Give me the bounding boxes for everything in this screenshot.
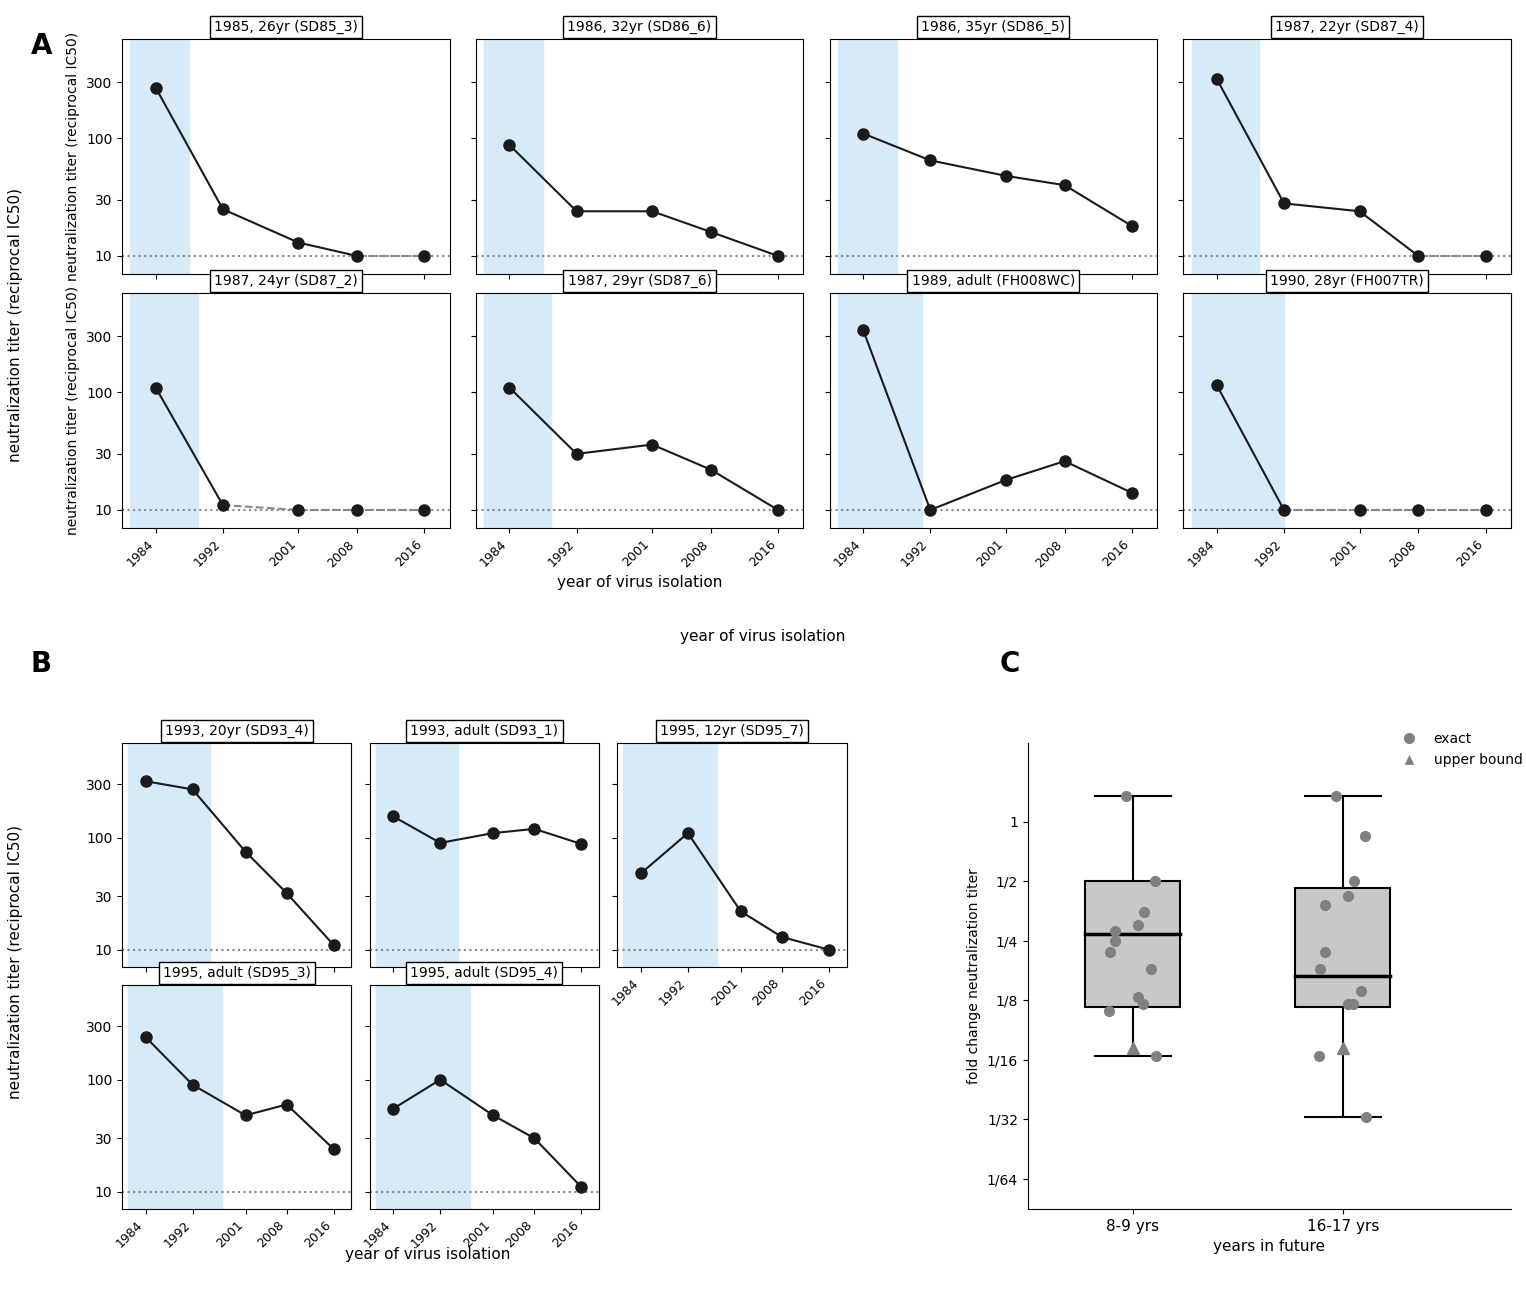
- Title: 1990, 28yr (FH007TR): 1990, 28yr (FH007TR): [1270, 274, 1424, 287]
- Title: 1989, adult (FH008WC): 1989, adult (FH008WC): [911, 274, 1074, 287]
- Title: 1995, 12yr (SD95_7): 1995, 12yr (SD95_7): [661, 724, 804, 738]
- Bar: [375, 985, 470, 1209]
- Bar: [375, 744, 458, 967]
- Text: neutralization titer (reciprocal IC50): neutralization titer (reciprocal IC50): [8, 188, 23, 462]
- Bar: [1192, 39, 1259, 274]
- Text: year of virus isolation: year of virus isolation: [681, 629, 845, 645]
- Bar: [484, 292, 551, 528]
- Bar: [128, 985, 221, 1209]
- Title: 1993, adult (SD93_1): 1993, adult (SD93_1): [410, 724, 559, 738]
- X-axis label: year of virus isolation: year of virus isolation: [557, 575, 722, 590]
- Title: 1993, 20yr (SD93_4): 1993, 20yr (SD93_4): [165, 724, 308, 738]
- Bar: [838, 292, 922, 528]
- Title: 1987, 29yr (SD87_6): 1987, 29yr (SD87_6): [568, 274, 711, 287]
- FancyBboxPatch shape: [1296, 888, 1390, 1008]
- Bar: [128, 744, 211, 967]
- Text: neutralization titer (reciprocal IC50): neutralization titer (reciprocal IC50): [8, 826, 23, 1098]
- Text: year of virus isolation: year of virus isolation: [345, 1247, 510, 1262]
- Legend: exact, upper bound: exact, upper bound: [1389, 727, 1526, 772]
- FancyBboxPatch shape: [1085, 881, 1180, 1008]
- Text: B: B: [31, 650, 52, 679]
- Title: 1987, 22yr (SD87_4): 1987, 22yr (SD87_4): [1276, 20, 1419, 34]
- Bar: [484, 39, 543, 274]
- X-axis label: years in future: years in future: [1213, 1239, 1325, 1254]
- Bar: [131, 292, 198, 528]
- Y-axis label: fold change neutralization titer: fold change neutralization titer: [967, 868, 981, 1084]
- Title: 1987, 24yr (SD87_2): 1987, 24yr (SD87_2): [214, 274, 357, 287]
- Bar: [131, 39, 189, 274]
- Title: 1985, 26yr (SD85_3): 1985, 26yr (SD85_3): [214, 20, 357, 34]
- Title: 1995, adult (SD95_4): 1995, adult (SD95_4): [410, 966, 559, 980]
- Title: 1986, 35yr (SD86_5): 1986, 35yr (SD86_5): [922, 20, 1065, 34]
- Title: 1995, adult (SD95_3): 1995, adult (SD95_3): [163, 966, 311, 980]
- Bar: [1192, 292, 1283, 528]
- Y-axis label: neutralization titer (reciprocal IC50): neutralization titer (reciprocal IC50): [67, 286, 81, 536]
- Bar: [623, 744, 717, 967]
- Text: A: A: [31, 32, 52, 61]
- Y-axis label: neutralization titer (reciprocal IC50): neutralization titer (reciprocal IC50): [67, 32, 81, 281]
- Title: 1986, 32yr (SD86_6): 1986, 32yr (SD86_6): [568, 20, 711, 34]
- Text: C: C: [1000, 650, 1019, 679]
- Bar: [838, 39, 897, 274]
